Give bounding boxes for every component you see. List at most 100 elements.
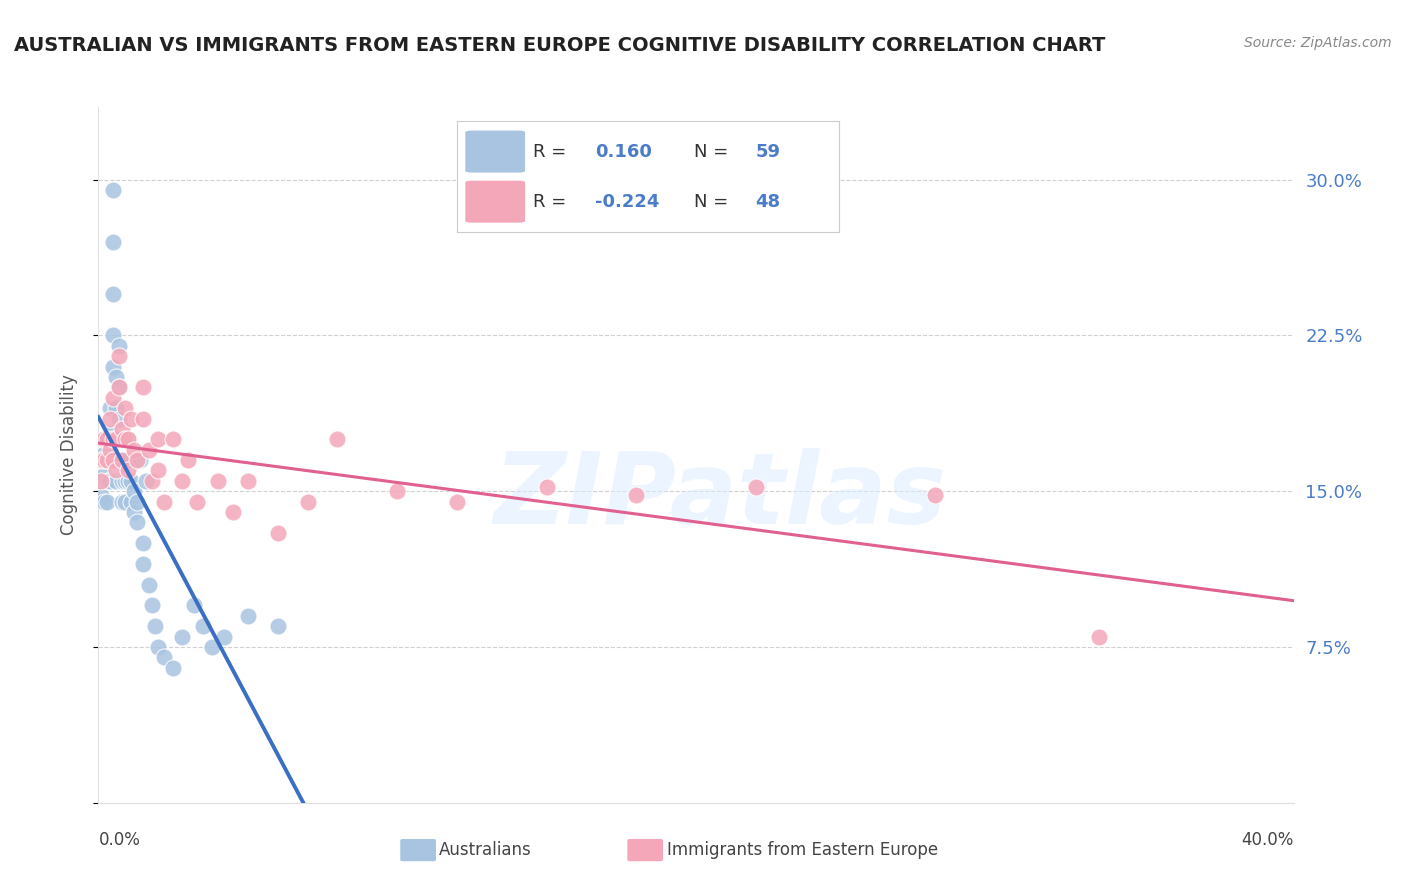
Point [117,433,139,447]
Point [90,474,112,488]
Point [93,453,115,467]
Point [105,370,128,384]
Point [177,453,200,467]
Point [105,463,128,477]
Point [93,467,115,482]
Point [127,516,149,530]
Text: 40.0%: 40.0% [1241,830,1294,848]
Point [111,453,134,467]
Point [124,442,146,457]
Point [98,411,122,425]
Point [96,453,118,467]
Point [222,505,245,519]
FancyBboxPatch shape [399,838,437,862]
Point [117,463,139,477]
Point [1088,630,1111,644]
Point [103,433,125,447]
Point [111,422,134,436]
Point [98,401,122,416]
Point [111,494,134,508]
Point [626,488,648,502]
Point [446,494,468,508]
Point [93,447,115,461]
Point [98,453,122,467]
Point [117,433,139,447]
Point [103,328,125,343]
Point [108,339,131,353]
Point [183,599,205,613]
Point [141,599,163,613]
Point [267,525,290,540]
Point [105,433,128,447]
Point [141,474,163,488]
Point [138,578,160,592]
Point [124,505,146,519]
Point [153,494,176,508]
Point [98,426,122,441]
Point [103,391,125,405]
Point [108,380,131,394]
Point [96,494,118,508]
Point [114,433,136,447]
Text: AUSTRALIAN VS IMMIGRANTS FROM EASTERN EUROPE COGNITIVE DISABILITY CORRELATION CH: AUSTRALIAN VS IMMIGRANTS FROM EASTERN EU… [14,36,1105,54]
Point [103,183,125,197]
Point [148,433,170,447]
Point [132,411,155,425]
Point [96,453,118,467]
Point [105,474,128,488]
Point [111,453,134,467]
Point [96,433,118,447]
Point [108,349,131,363]
Point [103,359,125,374]
Text: Immigrants from Eastern Europe: Immigrants from Eastern Europe [668,841,938,859]
Point [111,433,134,447]
Point [148,640,170,654]
Text: Source: ZipAtlas.com: Source: ZipAtlas.com [1244,36,1392,50]
Point [207,474,229,488]
Point [103,453,125,467]
Point [172,630,194,644]
Point [924,488,946,502]
Point [93,494,115,508]
Point [108,380,131,394]
Point [111,474,134,488]
Point [536,480,558,494]
Point [117,453,139,467]
Point [105,401,128,416]
Y-axis label: Cognitive Disability: Cognitive Disability [59,375,77,535]
Point [745,480,768,494]
Point [132,557,155,571]
FancyBboxPatch shape [627,838,664,862]
Point [143,619,166,633]
Point [90,488,112,502]
Point [117,474,139,488]
Point [162,661,184,675]
Point [385,484,409,499]
Point [103,287,125,301]
Point [148,463,170,477]
Point [172,474,194,488]
Point [96,474,118,488]
Point [201,640,224,654]
Point [114,474,136,488]
Point [96,433,118,447]
Point [236,608,259,623]
Text: ZIPatlas: ZIPatlas [494,448,946,545]
Point [127,494,149,508]
Point [108,411,131,425]
Point [90,474,112,488]
Point [236,474,259,488]
Text: Australians: Australians [439,841,531,859]
Point [124,484,146,499]
Point [114,494,136,508]
Point [114,401,136,416]
Point [93,433,115,447]
Point [153,650,176,665]
Point [127,453,149,467]
Point [120,411,142,425]
Point [129,453,152,467]
Point [132,380,155,394]
Point [212,630,235,644]
Point [267,619,290,633]
Point [98,474,122,488]
